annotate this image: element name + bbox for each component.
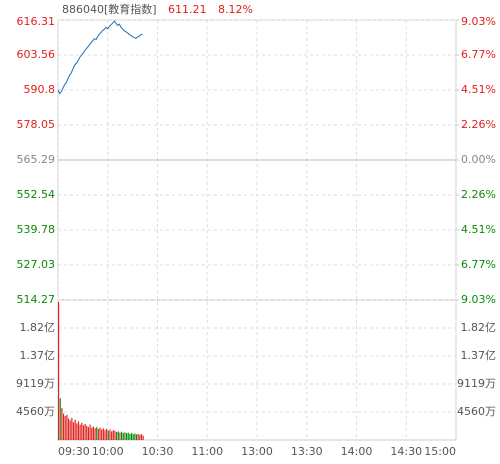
y-tick-label: 527.03 [17, 258, 56, 271]
volume-bar [112, 430, 114, 440]
y-tick-label: 616.31 [17, 15, 56, 28]
y-tick-label: 590.8 [24, 83, 56, 96]
volume-bar [99, 427, 101, 440]
y2-tick-label: 4.51% [461, 223, 496, 236]
volume-bar [91, 427, 93, 440]
y-tick-label: 1.82亿 [20, 321, 56, 334]
y-tick-label: 514.27 [17, 293, 56, 306]
x-tick-label: 13:00 [241, 445, 273, 458]
volume-bar [125, 433, 128, 440]
volume-bar [109, 429, 111, 440]
volume-bar [104, 430, 106, 440]
x-tick-label: 14:00 [341, 445, 373, 458]
last-price: 611.21 [168, 3, 207, 16]
volume-bar [117, 431, 119, 440]
x-tick-label: 15:00 [424, 445, 456, 458]
volume-bar [62, 413, 65, 440]
chart-title: 886040[教育指数] [62, 2, 157, 16]
volume-bar [71, 417, 73, 440]
y-tick-label: 539.78 [17, 223, 56, 236]
volume-bar [86, 425, 88, 440]
volume-bar [106, 428, 108, 440]
volume-bar [72, 422, 75, 440]
volume-bar [132, 434, 134, 440]
y2-tick-label: 2.26% [461, 188, 496, 201]
y2-tick-label: 1.82亿 [461, 321, 497, 334]
volume-bar [119, 432, 121, 440]
volume-bar [142, 435, 144, 440]
x-tick-label: 14:30 [390, 445, 422, 458]
volume-bar [96, 427, 98, 440]
y2-tick-label: 4.51% [461, 83, 496, 96]
volume-bar [67, 418, 70, 440]
volume-bar [107, 430, 109, 440]
volume-bar [61, 408, 63, 440]
y-tick-label: 9119万 [16, 377, 55, 390]
y2-tick-label: 6.77% [461, 48, 496, 61]
x-tick-label: 13:30 [291, 445, 323, 458]
y-tick-label: 578.05 [17, 118, 56, 131]
volume-bar [130, 432, 133, 440]
volume-bar [129, 433, 131, 440]
volume-bar [135, 434, 138, 440]
volume-bar [140, 434, 143, 440]
x-tick-label: 10:00 [92, 445, 124, 458]
y2-tick-label: 2.26% [461, 118, 496, 131]
volume-bar [134, 433, 136, 440]
volume-bar [79, 424, 81, 440]
volume-bar [92, 426, 94, 440]
volume-bar [59, 398, 61, 440]
y2-tick-label: 9.03% [461, 15, 496, 28]
y-tick-label: 552.54 [17, 188, 56, 201]
volume-bar [77, 421, 80, 440]
volume-bar [58, 301, 60, 440]
volume-bar [137, 433, 139, 440]
volume-bar [127, 432, 129, 440]
x-tick-label: 10:30 [142, 445, 174, 458]
volume-bar [82, 425, 85, 440]
volume-bar [97, 428, 99, 440]
volume-bar [89, 424, 91, 440]
volume-bar [116, 432, 118, 440]
last-change: 8.12% [218, 3, 253, 16]
volume-bar [69, 420, 71, 440]
y2-tick-label: 9119万 [457, 377, 496, 390]
volume-bar [101, 429, 103, 440]
y-tick-label: 1.37亿 [20, 349, 56, 362]
volume-bar [87, 427, 90, 440]
y-tick-label: 4560万 [16, 405, 55, 418]
volume-bar [139, 434, 141, 440]
y2-tick-label: 1.37亿 [461, 349, 497, 362]
price-line [57, 20, 143, 95]
y2-tick-label: 0.00% [461, 153, 496, 166]
volume-bar [76, 423, 78, 440]
y2-tick-label: 4560万 [457, 405, 496, 418]
volume-bar [114, 430, 116, 440]
volume-bar [94, 428, 96, 440]
x-tick-label: 11:00 [191, 445, 223, 458]
x-tick-label: 09:30 [58, 445, 90, 458]
volume-bar [102, 428, 104, 440]
y2-tick-label: 9.03% [461, 293, 496, 306]
volume-bar [124, 432, 126, 440]
volume-bar [66, 414, 68, 440]
volume-bar [111, 431, 113, 440]
volume-bar [84, 424, 86, 440]
y-tick-label: 565.29 [17, 153, 56, 166]
volume-bar [81, 422, 83, 440]
volume-bar [64, 416, 66, 440]
volume-bar [122, 432, 124, 440]
y2-tick-label: 6.77% [461, 258, 496, 271]
y-tick-label: 603.56 [17, 48, 56, 61]
volume-bar [74, 419, 76, 440]
volume-bar [121, 431, 123, 440]
